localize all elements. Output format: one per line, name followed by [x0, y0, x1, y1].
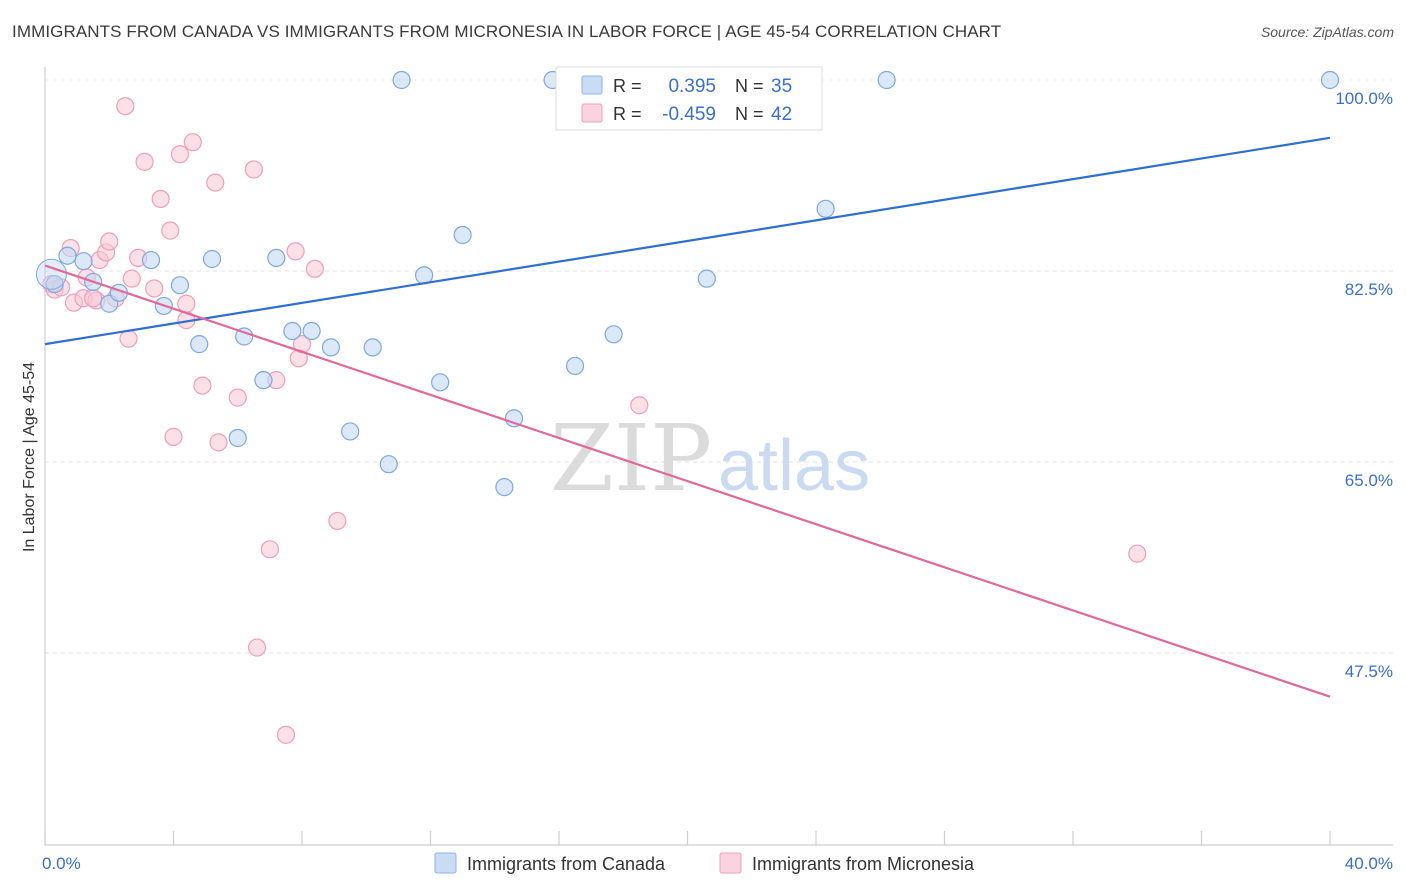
legend-r-label-micronesia: R = [613, 104, 642, 124]
canada-point [74, 252, 93, 271]
canada-point [697, 269, 716, 288]
canada-point [816, 199, 835, 218]
micronesia-point [122, 269, 141, 288]
micronesia-point [247, 638, 267, 657]
canada-point [495, 478, 514, 497]
canada-point [379, 455, 398, 474]
canada-point [453, 225, 472, 245]
micronesia-point [286, 242, 305, 261]
micronesia-point [1128, 544, 1147, 563]
legend-box: R = 0.395 N = 35 R = -0.459 N = 42 [555, 66, 823, 131]
micronesia-point [161, 221, 180, 240]
micronesia-point [305, 259, 324, 278]
micronesia-point [630, 396, 649, 415]
legend-n-label-micronesia: N = [735, 104, 764, 124]
chart-title: IMMIGRANTS FROM CANADA VS IMMIGRANTS FRO… [12, 22, 1002, 41]
canada-point [254, 371, 273, 390]
micronesia-point [170, 145, 190, 164]
y-tick-label: 47.5% [1345, 662, 1393, 681]
canada-point [235, 327, 254, 346]
micronesia-point [244, 160, 263, 179]
x-tick-label-min: 0.0% [42, 854, 81, 873]
canada-point [228, 428, 247, 448]
canada-point [431, 373, 450, 392]
legend-r-label-canada: R = [613, 76, 642, 96]
series-canada-points [35, 70, 1340, 497]
micronesia-point [328, 511, 347, 531]
canada-point [392, 70, 411, 90]
micronesia-point [100, 232, 119, 251]
y-tick-label: 82.5% [1345, 280, 1393, 299]
legend-n-label-canada: N = [735, 76, 764, 96]
legend-n-value-canada: 35 [771, 76, 792, 97]
canada-point [363, 338, 382, 357]
canada-point [202, 249, 222, 269]
x-tick-label-max: 40.0% [1345, 854, 1393, 873]
legend-r-value-canada: 0.395 [668, 76, 716, 97]
watermark-atlas: atlas [718, 426, 870, 506]
axes [44, 67, 1393, 846]
chart-source: Source: ZipAtlas.com [1260, 24, 1394, 40]
micronesia-point [84, 289, 103, 308]
legend-n-value-micronesia: 42 [771, 104, 792, 125]
y-axis-tick-labels: 47.5% 65.0% 82.5% 100.0% [1335, 89, 1393, 681]
bottom-legend-swatch-micronesia [719, 852, 742, 874]
micronesia-point [228, 388, 247, 407]
micronesia-point [206, 173, 225, 192]
canada-point [170, 276, 190, 295]
canada-point [141, 250, 161, 270]
canada-point [58, 246, 77, 265]
bottom-legend-label-canada: Immigrants from Canada [467, 854, 666, 874]
y-tick-label: 100.0% [1335, 89, 1393, 108]
micronesia-point [177, 294, 196, 313]
trend-lines [44, 136, 1331, 698]
micronesia-point [193, 376, 212, 395]
micronesia-point [183, 133, 202, 152]
micronesia-point [135, 152, 154, 171]
canada-trend-line [44, 136, 1331, 346]
micronesia-point [260, 540, 279, 559]
legend-r-value-micronesia: -0.459 [662, 104, 716, 125]
bottom-legend-label-micronesia: Immigrants from Micronesia [752, 854, 975, 874]
micronesia-point [145, 279, 164, 298]
x-axis-ticks [44, 831, 1331, 845]
canada-point [877, 70, 896, 90]
y-tick-label: 65.0% [1345, 471, 1393, 490]
legend-swatch-micronesia [581, 103, 603, 123]
bottom-legend: Immigrants from Canada Immigrants from M… [434, 852, 975, 874]
micronesia-trend-line [44, 264, 1331, 698]
micronesia-point [164, 427, 183, 446]
canada-point [267, 248, 286, 268]
canada-point [321, 338, 341, 357]
watermark-zip: ZIP [550, 405, 712, 512]
watermark: ZIP atlas [550, 405, 870, 512]
micronesia-point [116, 97, 135, 116]
canada-point [190, 335, 209, 354]
canada-point [341, 422, 360, 441]
bottom-legend-swatch-canada [434, 852, 457, 874]
canada-point [302, 321, 321, 341]
y-axis-title: In Labor Force | Age 45-54 [21, 362, 38, 552]
canada-point [1320, 70, 1340, 90]
micronesia-point [209, 433, 228, 452]
canada-point [604, 325, 623, 344]
micronesia-point [276, 725, 296, 744]
canada-point [565, 356, 585, 376]
canada-point [283, 321, 302, 341]
canada-point-cluster [35, 258, 67, 290]
micronesia-point [151, 189, 170, 209]
legend-swatch-canada [581, 75, 603, 95]
